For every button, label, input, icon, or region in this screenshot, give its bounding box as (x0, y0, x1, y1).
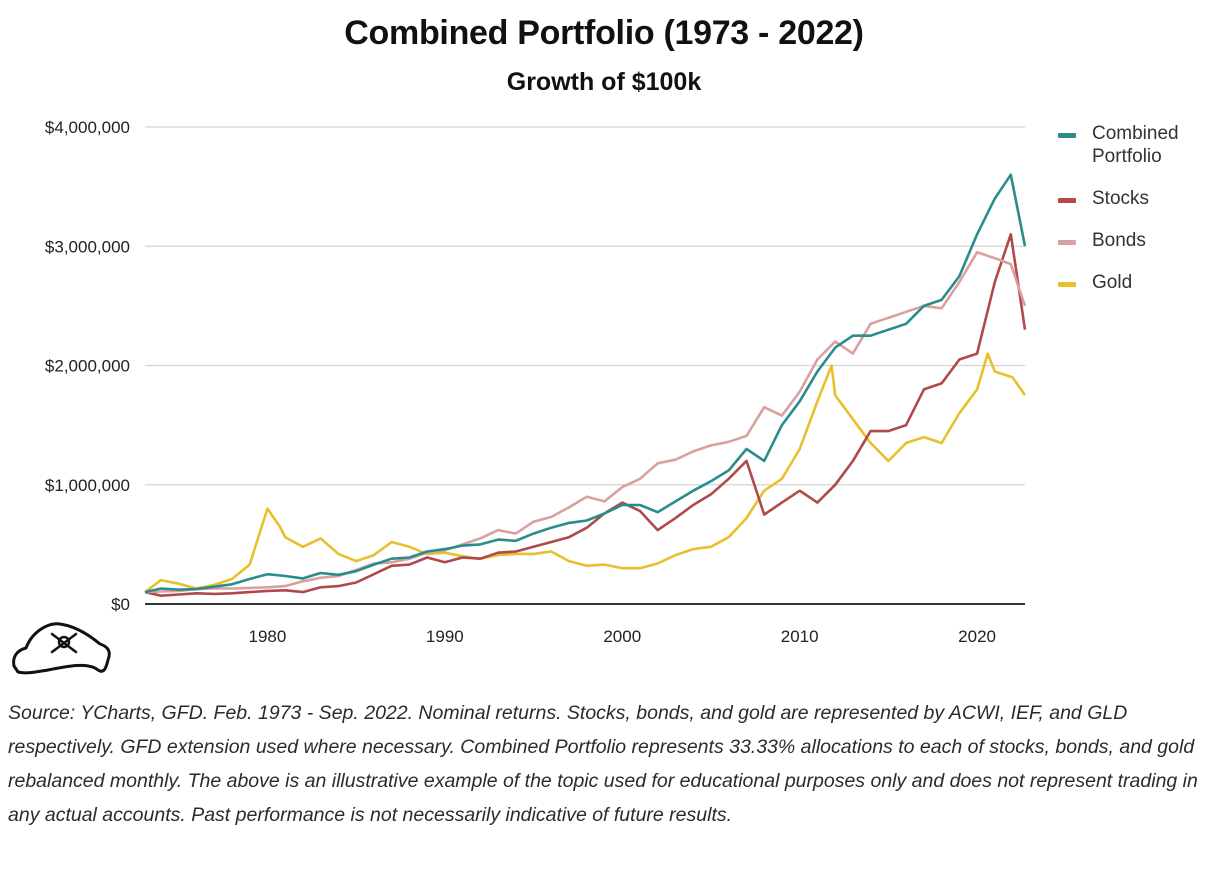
y-tick-label: $3,000,000 (45, 237, 130, 256)
series-line-gold (144, 352, 1027, 594)
pirate-hat-logo-icon (12, 622, 111, 675)
legend-item: Gold (1058, 271, 1206, 294)
legend-label: Gold (1092, 272, 1133, 293)
y-tick-label: $4,000,000 (45, 118, 130, 137)
x-tick-label: 2010 (781, 627, 819, 646)
legend-item: Bonds (1058, 229, 1206, 252)
x-tick-label: 2000 (603, 627, 641, 646)
legend-label: Combined Portfolio (1092, 123, 1179, 167)
x-tick-label: 2020 (958, 627, 996, 646)
legend-label: Stocks (1092, 188, 1150, 209)
series-line-combined (144, 173, 1027, 594)
series-line-bonds (144, 250, 1027, 594)
chart-subtitle: Growth of $100k (506, 68, 702, 96)
legend-item: Combined Portfolio (1058, 122, 1206, 168)
legend-swatch (1058, 240, 1076, 245)
x-tick-label: 1980 (249, 627, 287, 646)
source-footnote: Source: YCharts, GFD. Feb. 1973 - Sep. 2… (8, 702, 1198, 826)
y-tick-label: $0 (111, 595, 130, 614)
legend-swatch (1058, 133, 1076, 138)
series-line-stocks (144, 233, 1027, 597)
legend-swatch (1058, 282, 1076, 287)
legend-label: Bonds (1092, 230, 1146, 251)
legend-swatch (1058, 198, 1076, 203)
chart-plot: $0 $1,000,000 $2,000,000 $3,000,000 $4,000,0… (45, 118, 1027, 646)
chart-legend: Combined Portfolio Stocks Bonds Gold (1058, 122, 1206, 313)
x-tick-label: 1990 (426, 627, 464, 646)
y-tick-label: $2,000,000 (45, 357, 130, 376)
chart-title: Combined Portfolio (1973 - 2022) (344, 14, 864, 52)
legend-item: Stocks (1058, 187, 1206, 210)
y-tick-label: $1,000,000 (45, 476, 130, 495)
